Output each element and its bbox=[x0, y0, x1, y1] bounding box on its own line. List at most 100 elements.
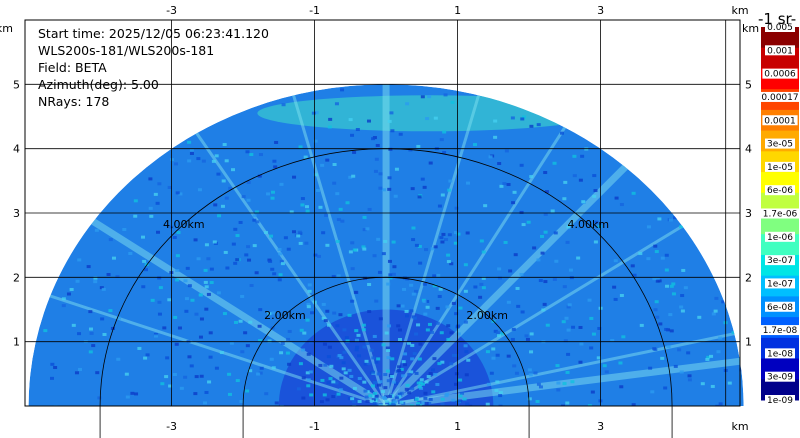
field-cell bbox=[460, 391, 465, 395]
field-cell bbox=[481, 286, 486, 290]
field-cell bbox=[386, 282, 391, 286]
axis-unit-label: km bbox=[731, 420, 748, 433]
field-cell bbox=[336, 218, 341, 222]
field-cell bbox=[352, 386, 357, 390]
field-cell bbox=[504, 149, 509, 153]
field-cell bbox=[419, 378, 424, 382]
field-cell bbox=[258, 338, 263, 342]
field-cell bbox=[630, 264, 635, 268]
field-cell bbox=[428, 372, 433, 376]
field-cell bbox=[173, 315, 178, 319]
field-cell bbox=[520, 310, 525, 314]
field-cell bbox=[687, 378, 692, 382]
field-cell bbox=[372, 254, 377, 258]
field-cell bbox=[327, 125, 332, 129]
field-cell bbox=[498, 394, 503, 398]
field-cell bbox=[430, 330, 435, 334]
field-cell bbox=[149, 214, 154, 218]
field-cell bbox=[721, 300, 726, 304]
field-cell bbox=[593, 240, 598, 244]
field-cell bbox=[578, 360, 583, 364]
field-cell bbox=[420, 95, 425, 99]
field-cell bbox=[350, 299, 355, 303]
x-tick-label-top: 3 bbox=[597, 4, 604, 17]
field-cell bbox=[456, 324, 461, 328]
field-cell bbox=[453, 241, 458, 245]
field-cell bbox=[238, 319, 243, 323]
field-cell bbox=[331, 380, 336, 384]
field-cell bbox=[372, 391, 377, 395]
field-cell bbox=[454, 382, 459, 386]
y-tick-label-right: 1 bbox=[745, 336, 752, 349]
field-cell bbox=[158, 286, 163, 290]
field-cell bbox=[204, 243, 209, 247]
field-cell bbox=[306, 352, 311, 356]
field-cell bbox=[281, 103, 286, 107]
field-cell bbox=[342, 350, 347, 354]
field-cell bbox=[304, 205, 309, 209]
field-cell bbox=[411, 238, 416, 242]
field-cell bbox=[175, 254, 180, 258]
field-cell bbox=[705, 357, 710, 361]
y-tick-label-right: 2 bbox=[745, 271, 752, 284]
field-cell bbox=[655, 279, 660, 283]
field-cell bbox=[271, 311, 276, 315]
field-cell bbox=[301, 348, 306, 352]
field-cell bbox=[511, 327, 516, 331]
field-cell bbox=[216, 291, 221, 295]
field-cell bbox=[421, 401, 426, 405]
field-cell bbox=[387, 402, 392, 406]
field-cell bbox=[486, 382, 491, 386]
field-cell bbox=[508, 269, 513, 273]
field-cell bbox=[437, 294, 442, 298]
field-cell bbox=[338, 313, 343, 317]
field-cell bbox=[439, 236, 444, 240]
field-cell bbox=[207, 380, 212, 384]
x-tick-label-top: -1 bbox=[309, 4, 320, 17]
field-cell bbox=[366, 361, 371, 365]
colorbar-label-bg bbox=[759, 325, 800, 336]
field-cell bbox=[511, 201, 516, 205]
field-cell bbox=[235, 234, 240, 238]
aerosol-layer bbox=[257, 95, 601, 132]
y-tick-label-left: 4 bbox=[13, 143, 20, 156]
colorbar-label-bg bbox=[765, 348, 795, 359]
field-cell bbox=[377, 270, 382, 274]
colorbar-label-bg bbox=[765, 161, 795, 172]
field-cell bbox=[369, 348, 374, 352]
field-cell bbox=[448, 179, 453, 183]
field-cell bbox=[428, 397, 433, 401]
field-cell bbox=[323, 363, 328, 367]
field-cell bbox=[315, 188, 320, 192]
field-cell bbox=[485, 402, 490, 406]
field-cell bbox=[206, 292, 211, 296]
field-cell bbox=[652, 347, 657, 351]
colorbar-label-bg bbox=[765, 371, 795, 382]
field-cell bbox=[673, 216, 678, 220]
field-cell bbox=[497, 334, 502, 338]
field-cell bbox=[347, 313, 352, 317]
field-cell bbox=[233, 261, 238, 265]
instrument-name: WLS200s-181/WLS200s-181 bbox=[38, 43, 215, 58]
field-cell bbox=[456, 232, 461, 236]
field-cell bbox=[430, 247, 435, 251]
field-cell bbox=[376, 372, 381, 376]
field-cell bbox=[440, 402, 445, 406]
field-cell bbox=[385, 346, 390, 350]
field-cell bbox=[338, 388, 343, 392]
field-cell bbox=[524, 334, 529, 338]
field-cell bbox=[300, 203, 305, 207]
range-rings: 2.00km 2.00km 4.00km 4.00km bbox=[99, 148, 673, 438]
field-cell bbox=[394, 382, 399, 386]
field-cell bbox=[552, 277, 557, 281]
field-cell bbox=[660, 356, 665, 360]
field-cell bbox=[391, 380, 396, 384]
field-cell bbox=[516, 304, 521, 308]
field-cell bbox=[528, 373, 533, 377]
field-cell bbox=[233, 227, 238, 231]
field-cell bbox=[441, 232, 446, 236]
field-cell bbox=[646, 225, 651, 229]
field-cell bbox=[387, 394, 392, 398]
field-cell bbox=[572, 154, 577, 158]
field-cell bbox=[264, 392, 269, 396]
